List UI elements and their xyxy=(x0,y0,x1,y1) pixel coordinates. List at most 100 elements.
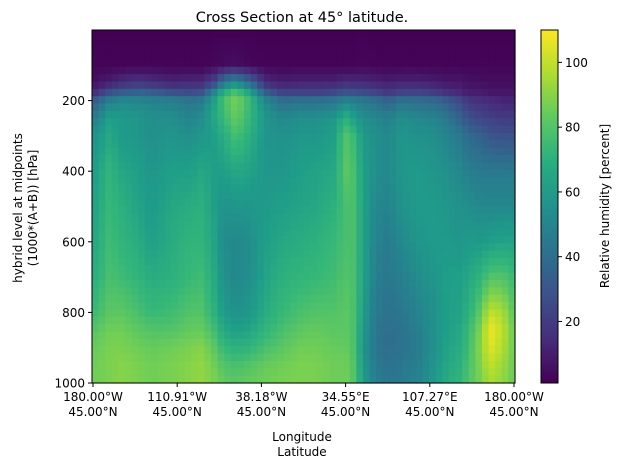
heatmap-cell xyxy=(448,309,457,318)
heatmap-cell xyxy=(468,132,476,141)
heatmap-cell xyxy=(296,280,305,288)
heatmap-cell xyxy=(118,331,126,340)
heatmap-cell xyxy=(250,44,258,53)
heatmap-cell xyxy=(455,66,463,75)
heatmap-cell xyxy=(501,360,509,369)
heatmap-cell xyxy=(131,103,139,112)
heatmap-cell xyxy=(349,125,357,134)
heatmap-cell xyxy=(237,74,245,83)
heatmap-cell xyxy=(448,103,457,112)
heatmap-cell xyxy=(263,316,272,325)
heatmap-cell xyxy=(422,30,430,38)
heatmap-cell xyxy=(151,346,159,355)
heatmap-cell xyxy=(204,353,212,362)
heatmap-cell xyxy=(92,81,100,90)
x-axis-label-latitude: Latitude xyxy=(277,445,326,459)
heatmap-cell xyxy=(369,52,377,61)
heatmap-cell xyxy=(111,360,120,369)
heatmap-cell xyxy=(144,206,153,215)
heatmap-cell xyxy=(336,103,344,112)
heatmap-cell xyxy=(191,81,199,90)
heatmap-cell xyxy=(158,250,166,259)
heatmap-cell xyxy=(138,59,146,68)
heatmap-cell xyxy=(475,125,483,134)
heatmap-cell xyxy=(329,81,338,90)
heatmap-cell xyxy=(481,199,490,208)
heatmap-cell xyxy=(501,140,509,149)
heatmap-cell xyxy=(415,110,424,119)
heatmap-cell xyxy=(244,375,252,384)
heatmap-cell xyxy=(270,228,278,237)
heatmap-cell xyxy=(396,368,404,377)
heatmap-cell xyxy=(402,257,410,266)
heatmap-cell xyxy=(197,125,205,134)
heatmap-cell xyxy=(362,177,371,186)
heatmap-cell xyxy=(184,147,192,156)
heatmap-cell xyxy=(92,250,100,259)
heatmap-cell xyxy=(323,162,331,171)
heatmap-cell xyxy=(429,125,437,134)
heatmap-cell xyxy=(204,132,212,141)
heatmap-cell xyxy=(138,272,146,281)
heatmap-cell xyxy=(382,331,391,340)
heatmap-cell xyxy=(382,52,391,61)
heatmap-cell xyxy=(230,125,239,134)
heatmap-cell xyxy=(98,243,106,252)
heatmap-cell xyxy=(144,250,153,259)
heatmap-cell xyxy=(462,235,470,244)
heatmap-cell xyxy=(448,368,457,377)
heatmap-cell xyxy=(204,287,212,296)
heatmap-cell xyxy=(92,353,100,362)
heatmap-cell xyxy=(230,228,239,237)
heatmap-cell xyxy=(224,74,232,83)
heatmap-cell xyxy=(111,338,120,347)
heatmap-cell xyxy=(481,30,490,38)
heatmap-cell xyxy=(191,177,199,186)
heatmap-cell xyxy=(224,324,232,333)
heatmap-cell xyxy=(481,353,490,362)
heatmap-cell xyxy=(151,191,159,200)
heatmap-cell xyxy=(263,96,272,105)
heatmap-cell xyxy=(448,331,457,340)
heatmap-cell xyxy=(323,235,331,244)
heatmap-cell xyxy=(329,228,338,237)
heatmap-cell xyxy=(343,30,351,38)
heatmap-cell xyxy=(283,272,291,281)
heatmap-cell xyxy=(283,346,291,355)
heatmap-cell xyxy=(184,294,192,303)
heatmap-cell xyxy=(296,191,305,200)
heatmap-cell xyxy=(343,110,351,119)
heatmap-cell xyxy=(92,140,100,149)
heatmap-cell xyxy=(481,162,490,171)
heatmap-cell xyxy=(257,191,265,200)
heatmap-cell xyxy=(92,44,100,53)
heatmap-cell xyxy=(349,213,357,222)
x-tick-label-longitude: 38.18°W xyxy=(235,390,287,404)
heatmap-cell xyxy=(442,250,450,259)
heatmap-cell xyxy=(468,191,476,200)
heatmap-cell xyxy=(422,81,430,90)
heatmap-cell xyxy=(210,338,219,347)
heatmap-cell xyxy=(171,206,179,215)
heatmap-cell xyxy=(224,44,232,53)
heatmap-cell xyxy=(151,309,159,318)
heatmap-cell xyxy=(310,30,318,38)
heatmap-cell xyxy=(343,257,351,266)
heatmap-cell xyxy=(177,235,186,244)
heatmap-cell xyxy=(396,331,404,340)
heatmap-cell xyxy=(105,353,113,362)
heatmap-cell xyxy=(396,338,404,347)
heatmap-cell xyxy=(158,272,166,281)
heatmap-cell xyxy=(501,132,509,141)
heatmap-cell xyxy=(455,221,463,230)
heatmap-cell xyxy=(98,353,106,362)
heatmap-cell xyxy=(131,353,139,362)
heatmap-cell xyxy=(362,368,371,377)
heatmap-cell xyxy=(283,169,291,178)
heatmap-cell xyxy=(230,309,239,318)
heatmap-cell xyxy=(283,287,291,296)
heatmap-cell xyxy=(462,169,470,178)
heatmap-cell xyxy=(323,199,331,208)
heatmap-cell xyxy=(204,103,212,112)
heatmap-cell xyxy=(244,177,252,186)
